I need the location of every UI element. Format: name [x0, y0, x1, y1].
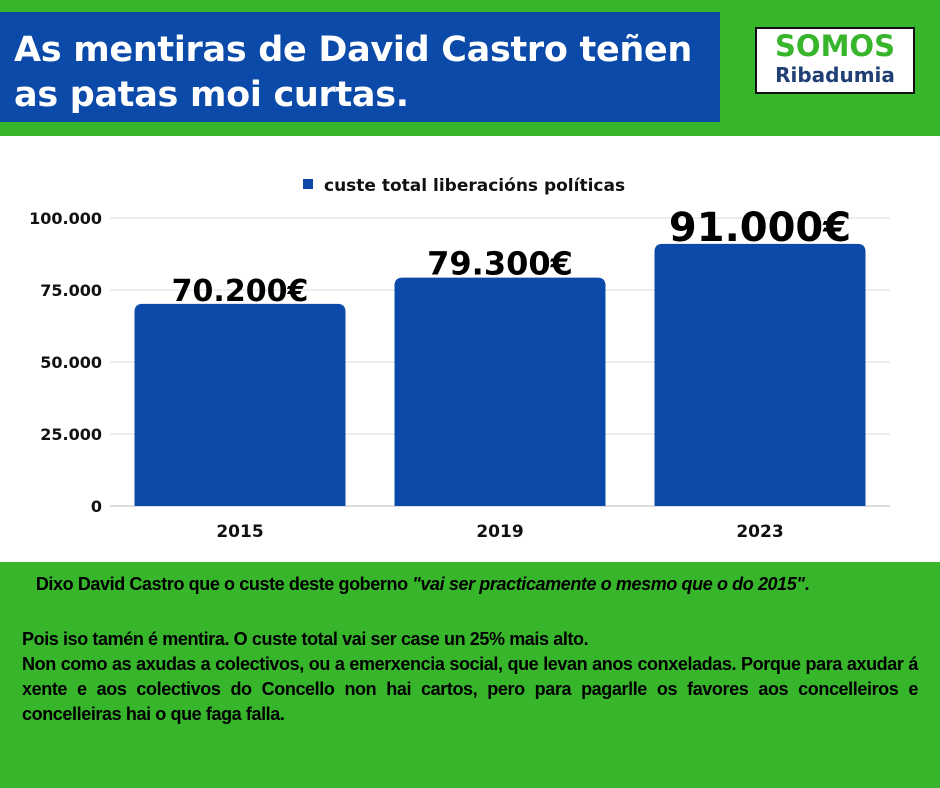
body-text: Dixo David Castro que o custe deste gobe…	[22, 572, 918, 727]
y-tick-label: 75.000	[40, 281, 102, 300]
data-label: 91.000€	[669, 205, 851, 251]
quote-intro: Dixo David Castro que o custe deste gobe…	[35, 574, 413, 594]
bar-2015	[134, 303, 346, 506]
logo-line1: SOMOS	[775, 29, 895, 63]
y-tick-label: 0	[91, 497, 102, 516]
data-label: 79.300€	[427, 245, 573, 283]
y-tick-label: 50.000	[40, 353, 102, 372]
y-tick-label: 25.000	[40, 425, 102, 444]
y-tick-label: 100.000	[29, 209, 102, 228]
legend-label: custe total liberacións políticas	[324, 176, 625, 196]
x-tick-label: 2015	[216, 522, 263, 542]
quote-end: .	[804, 574, 810, 594]
legend-swatch	[303, 179, 313, 189]
bar-2023	[654, 243, 866, 507]
data-label: 70.200€	[172, 274, 309, 309]
logo-line2: Ribadumia	[775, 63, 895, 87]
somos-ribadumia-logo: SOMOS Ribadumia	[755, 27, 915, 94]
paragraph-quote: Dixo David Castro que o custe deste gobe…	[22, 572, 918, 597]
quote-text: "vai ser practicamente o mesmo que o do …	[412, 574, 805, 594]
paragraph-detail: Non como as axudas a colectivos, ou a em…	[22, 654, 918, 724]
x-tick-label: 2019	[476, 522, 523, 542]
title-banner: As mentiras de David Castro teñen as pat…	[0, 12, 720, 122]
paragraph-lie: Pois iso tamén é mentira. O custe total …	[22, 629, 589, 649]
page-title: As mentiras de David Castro teñen as pat…	[14, 30, 693, 115]
chart-svg: 0 25.000 50.000 75.000 100.000 custe total li…	[29, 176, 890, 542]
x-tick-label: 2023	[736, 522, 783, 542]
bar-2019	[394, 277, 606, 506]
bar-chart: 0 25.000 50.000 75.000 100.000 custe total li…	[0, 136, 940, 562]
